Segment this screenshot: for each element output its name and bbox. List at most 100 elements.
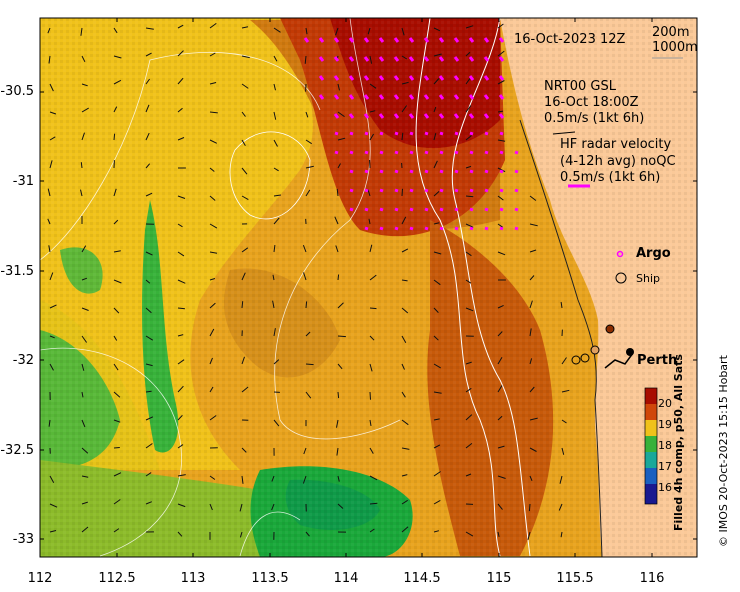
- hf-vector: [483, 113, 490, 119]
- hf-vector: [363, 94, 370, 100]
- current-arrow: [465, 279, 472, 284]
- current-arrow: [465, 195, 474, 198]
- current-arrow: [271, 475, 275, 482]
- current-arrow: [241, 247, 249, 253]
- hf-vector: [393, 113, 400, 119]
- current-arrow: [273, 55, 278, 62]
- current-arrow: [561, 447, 565, 455]
- hf-vector: [393, 56, 400, 62]
- colorbar-tick: 20: [658, 397, 672, 410]
- hf-vector: [439, 169, 444, 174]
- current-arrow: [529, 195, 537, 201]
- lat-label: -31.5: [0, 264, 34, 279]
- current-arrow: [241, 26, 249, 29]
- current-arrow: [529, 300, 533, 309]
- current-arrow: [369, 391, 371, 400]
- current-arrow: [529, 417, 538, 421]
- ship-marker[interactable]: [590, 345, 600, 355]
- current-arrow: [305, 391, 312, 399]
- current-arrow: [177, 279, 186, 284]
- hf-vector: [393, 37, 400, 43]
- hf-vector: [409, 131, 414, 136]
- current-arrow: [177, 107, 183, 113]
- current-arrow: [433, 530, 440, 533]
- current-arrow: [529, 475, 533, 481]
- hf-vector: [333, 113, 340, 119]
- current-arrow: [271, 503, 275, 511]
- current-arrow: [337, 475, 340, 482]
- current-arrow: [465, 251, 472, 257]
- current-arrow: [48, 419, 51, 427]
- current-arrow: [48, 245, 51, 253]
- current-arrow: [177, 531, 183, 537]
- current-arrow: [113, 79, 122, 85]
- hf-vector: [348, 37, 355, 43]
- current-arrow: [81, 335, 88, 343]
- current-arrow: [497, 223, 503, 228]
- hf-vector: [363, 75, 370, 81]
- ship-marker[interactable]: [605, 324, 615, 334]
- hf-vector: [453, 94, 460, 100]
- current-arrow: [113, 528, 120, 533]
- hf-radar-scale: 0.5m/s (1kt 6h): [560, 170, 661, 185]
- current-arrow: [273, 245, 276, 253]
- current-arrow: [497, 356, 503, 365]
- current-arrow: [337, 274, 340, 281]
- ship-marker[interactable]: [580, 353, 590, 363]
- lon-label: 114.5: [403, 571, 441, 586]
- hf-vector: [484, 207, 489, 212]
- current-arrow: [401, 307, 409, 314]
- hf-vector: [423, 94, 430, 100]
- current-arrow: [336, 419, 339, 428]
- current-arrow: [529, 447, 537, 452]
- hf-vector: [484, 131, 489, 136]
- current-arrow: [209, 357, 213, 365]
- current-arrow: [113, 447, 120, 449]
- current-arrow: [113, 335, 118, 341]
- current-arrow: [465, 223, 474, 228]
- current-arrow: [561, 357, 567, 365]
- hf-vector: [394, 131, 399, 136]
- current-arrow: [497, 331, 503, 337]
- hf-vector: [424, 150, 429, 155]
- current-arrow: [433, 222, 440, 225]
- current-arrow: [177, 334, 184, 337]
- ship-marker[interactable]: [571, 355, 581, 365]
- current-arrow: [368, 218, 371, 225]
- current-arrow: [81, 501, 88, 505]
- perth-label: Perth: [637, 353, 678, 368]
- hf-vector: [408, 75, 415, 81]
- current-arrow: [369, 307, 377, 310]
- hf-vector: [424, 131, 429, 136]
- current-arrow: [49, 335, 55, 339]
- hf-vector: [453, 37, 460, 43]
- current-arrow: [241, 139, 246, 146]
- hf-vector: [393, 75, 400, 81]
- hf-vector: [409, 188, 414, 193]
- hf-vector: [469, 131, 474, 136]
- current-arrow: [433, 191, 440, 197]
- current-arrow: [433, 363, 441, 369]
- current-arrow: [497, 139, 506, 142]
- current-arrow: [433, 444, 441, 449]
- lat-label: -31: [12, 174, 34, 189]
- current-arrow: [401, 499, 408, 505]
- current-arrow: [561, 419, 567, 424]
- hf-vector: [498, 37, 505, 43]
- hf-vector: [333, 94, 340, 100]
- current-arrow: [239, 503, 243, 512]
- current-arrow: [558, 503, 563, 511]
- current-arrow: [465, 387, 472, 393]
- current-arrow: [465, 361, 472, 365]
- current-arrow: [145, 27, 154, 30]
- current-arrow: [81, 277, 88, 281]
- current-arrow: [113, 307, 120, 314]
- hf-vector: [394, 188, 399, 193]
- current-arrow: [401, 132, 404, 141]
- colorbar-title-wrap: Filled 4h comp, p50, All Sats: [672, 354, 686, 544]
- hf-radar-title: HF radar velocity: [560, 137, 672, 152]
- hf-vector: [394, 226, 399, 231]
- hf-vector: [484, 188, 489, 193]
- hf-vector: [453, 56, 460, 62]
- hf-vector: [454, 169, 459, 174]
